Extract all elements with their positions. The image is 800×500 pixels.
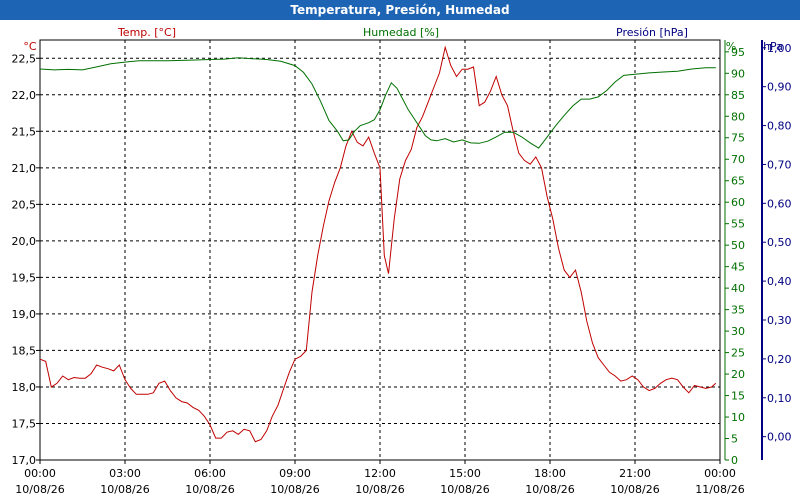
humidity-tick-label: 5 xyxy=(731,433,738,446)
humidity-tick-label: 50 xyxy=(731,239,745,252)
x-tick-label-date: 10/08/26 xyxy=(100,483,149,496)
chart-plot: 00:00 10/08/26 03:00 10/08/26 06:00 10/08/26 0… xyxy=(12,26,792,496)
pressure-tick-label: 0,00 xyxy=(767,431,792,444)
temperature-tick-label: 17,5 xyxy=(12,417,37,430)
x-tick-label-date: 10/08/26 xyxy=(610,483,659,496)
pressure-tick-label: 0,20 xyxy=(767,353,792,366)
humidity-tick-label: 20 xyxy=(731,368,745,381)
pressure-tick-label: 0,70 xyxy=(767,158,792,171)
humidity-tick-label: 70 xyxy=(731,153,745,166)
x-tick-label-date: 10/08/26 xyxy=(270,483,319,496)
humidity-tick-label: 85 xyxy=(731,89,745,102)
humidity-tick-label: 40 xyxy=(731,282,745,295)
pressure-tick-label: 0,30 xyxy=(767,314,792,327)
humidity-tick-label: 55 xyxy=(731,218,745,231)
x-tick-label-date: 10/08/26 xyxy=(185,483,234,496)
temperature-tick-label: 20,5 xyxy=(12,198,37,211)
x-tick-label-date: 10/08/26 xyxy=(15,483,64,496)
x-tick-label-time: 15:00 xyxy=(449,467,481,480)
pressure-tick-label: 0,10 xyxy=(767,392,792,405)
chart-title: Temperatura, Presión, Humedad xyxy=(0,0,800,20)
pressure-tick-label: 0,80 xyxy=(767,120,792,133)
humidity-tick-label: 60 xyxy=(731,196,745,209)
temperature-axis-label: Temp. [°C] xyxy=(117,26,176,39)
x-tick-label-time: 12:00 xyxy=(364,467,396,480)
pressure-axis-label: Presión [hPa] xyxy=(616,26,688,39)
temperature-tick-label: 22,0 xyxy=(12,89,37,102)
x-tick-label-time: 21:00 xyxy=(619,467,651,480)
humidity-tick-label: 35 xyxy=(731,304,745,317)
temperature-tick-label: 19,5 xyxy=(12,271,37,284)
humidity-tick-label: 15 xyxy=(731,390,745,403)
humidity-tick-label: 95 xyxy=(731,46,745,59)
x-tick-label-date: 10/08/26 xyxy=(355,483,404,496)
humidity-tick-label: 80 xyxy=(731,110,745,123)
temperature-series-line xyxy=(39,45,717,443)
x-tick-label-time: 09:00 xyxy=(279,467,311,480)
humidity-tick-label: 25 xyxy=(731,347,745,360)
humidity-series-line xyxy=(39,57,716,149)
humidity-tick-label: 75 xyxy=(731,132,745,145)
pressure-tick-label: 0,90 xyxy=(767,81,792,94)
humidity-tick-label: 30 xyxy=(731,325,745,338)
temperature-tick-label: 21,0 xyxy=(12,162,37,175)
x-tick-label-time: 18:00 xyxy=(534,467,566,480)
temperature-tick-label: 17,0 xyxy=(12,454,37,467)
temperature-tick-label: 22,5 xyxy=(12,52,37,65)
humidity-tick-label: 45 xyxy=(731,261,745,274)
pressure-tick-label: 0,60 xyxy=(767,197,792,210)
humidity-axis-label: Humedad [%] xyxy=(363,26,439,39)
humidity-tick-label: 10 xyxy=(731,411,745,424)
temperature-tick-label: 20,0 xyxy=(12,235,37,248)
x-tick-label-time: 00:00 xyxy=(24,467,56,480)
pressure-tick-label: 1,00 xyxy=(767,42,792,55)
pressure-tick-label: 0,40 xyxy=(767,275,792,288)
x-tick-label-time: 06:00 xyxy=(194,467,226,480)
humidity-tick-label: 0 xyxy=(731,454,738,467)
x-tick-label-date: 11/08/26 xyxy=(695,483,744,496)
humidity-tick-label: 90 xyxy=(731,67,745,80)
temperature-tick-label: 21,5 xyxy=(12,125,37,138)
humidity-unit: % xyxy=(726,40,736,53)
x-tick-label-date: 10/08/26 xyxy=(525,483,574,496)
temperature-tick-label: 18,0 xyxy=(12,381,37,394)
x-tick-label-time: 00:00 xyxy=(704,467,736,480)
temperature-tick-label: 19,0 xyxy=(12,308,37,321)
x-tick-label-date: 10/08/26 xyxy=(440,483,489,496)
temperature-unit: °C xyxy=(23,40,37,53)
humidity-tick-label: 65 xyxy=(731,175,745,188)
x-tick-label-time: 03:00 xyxy=(109,467,141,480)
pressure-tick-label: 0,50 xyxy=(767,236,792,249)
temperature-tick-label: 18,5 xyxy=(12,344,37,357)
pressure-unit: hPa xyxy=(763,40,783,53)
